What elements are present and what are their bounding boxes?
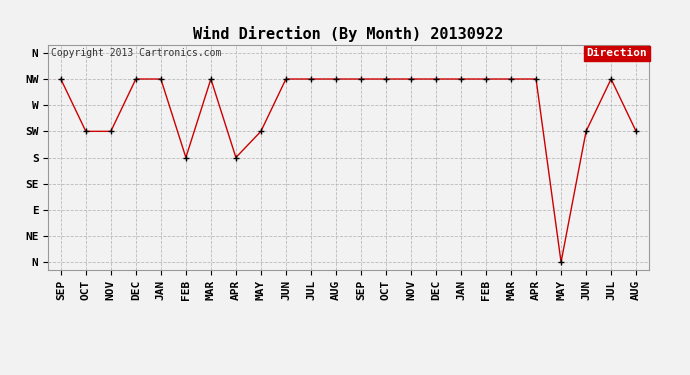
Text: Copyright 2013 Cartronics.com: Copyright 2013 Cartronics.com	[51, 48, 221, 58]
Text: Direction: Direction	[586, 48, 647, 58]
Title: Wind Direction (By Month) 20130922: Wind Direction (By Month) 20130922	[193, 27, 504, 42]
